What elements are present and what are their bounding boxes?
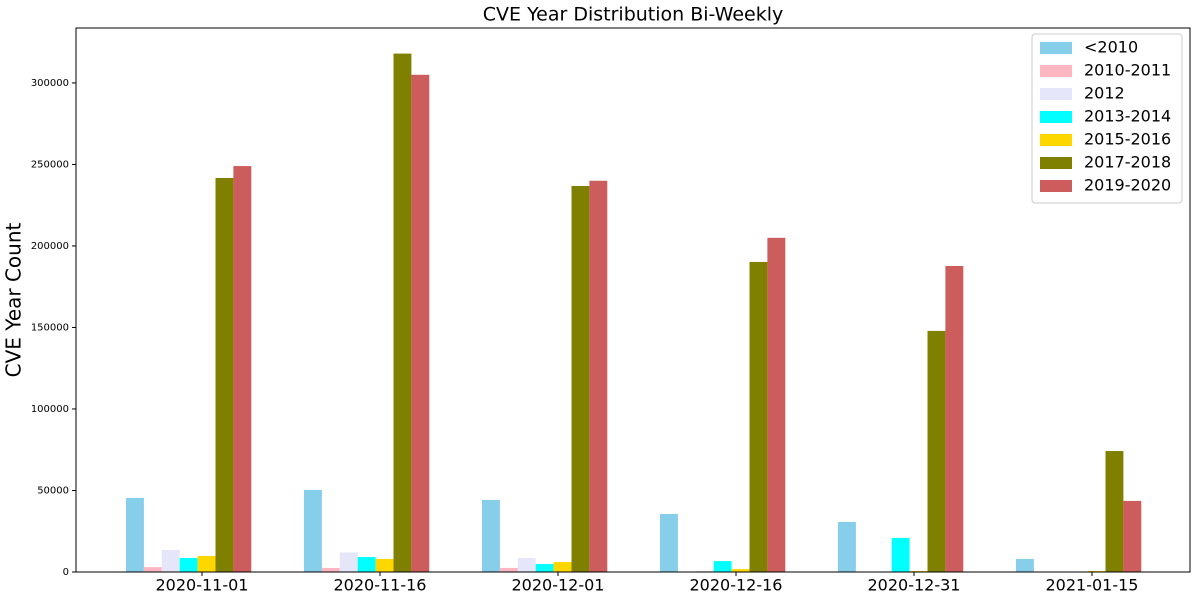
- bar: [660, 514, 678, 572]
- legend-swatch: [1040, 111, 1072, 123]
- bar: [216, 178, 234, 572]
- bar: [304, 490, 322, 572]
- bar: [411, 75, 429, 572]
- y-axis-label: CVE Year Count: [2, 222, 26, 377]
- legend-label: 2012: [1084, 84, 1125, 103]
- y-tick-label: 250000: [31, 159, 69, 170]
- bar: [500, 568, 518, 572]
- bar: [322, 568, 340, 572]
- x-tick-label: 2020-12-31: [868, 576, 961, 595]
- bar: [162, 550, 180, 572]
- bar: [180, 558, 198, 572]
- bar: [1106, 451, 1124, 572]
- bar: [536, 564, 554, 572]
- legend-swatch: [1040, 42, 1072, 54]
- bar: [394, 54, 412, 572]
- bar: [358, 557, 376, 572]
- bar: [572, 186, 590, 572]
- bar: [340, 552, 358, 572]
- legend-swatch: [1040, 180, 1072, 192]
- bar: [589, 181, 607, 572]
- legend-swatch: [1040, 88, 1072, 100]
- bar: [750, 262, 768, 572]
- chart-title: CVE Year Distribution Bi-Weekly: [483, 4, 783, 26]
- bar: [198, 556, 216, 572]
- y-tick-label: 0: [63, 567, 69, 578]
- bar: [554, 562, 572, 572]
- bar: [518, 558, 536, 572]
- legend-label: 2015-2016: [1084, 130, 1171, 149]
- bar: [838, 522, 856, 572]
- bar: [945, 266, 963, 572]
- bar: [1016, 559, 1034, 572]
- y-tick-label: 50000: [37, 485, 69, 496]
- bar: [714, 561, 732, 572]
- y-tick-label: 150000: [31, 322, 69, 333]
- bar: [482, 500, 500, 572]
- legend-label: 2019-2020: [1084, 176, 1171, 195]
- bar: [1123, 501, 1141, 572]
- bar: [126, 498, 144, 572]
- y-tick-label: 300000: [31, 78, 69, 89]
- bar: [928, 331, 946, 572]
- x-tick-label: 2020-11-01: [156, 576, 249, 595]
- bar: [892, 538, 910, 572]
- bar: [767, 238, 785, 572]
- x-tick-label: 2020-12-16: [690, 576, 783, 595]
- y-tick-label: 100000: [31, 404, 69, 415]
- legend-swatch: [1040, 157, 1072, 169]
- legend-label: 2010-2011: [1084, 61, 1171, 80]
- bar: [144, 567, 162, 572]
- legend-swatch: [1040, 65, 1072, 77]
- legend-label: <2010: [1084, 38, 1138, 57]
- bar: [376, 559, 394, 572]
- bar: [233, 166, 251, 572]
- x-tick-label: 2020-11-16: [334, 576, 427, 595]
- legend-label: 2013-2014: [1084, 107, 1171, 126]
- x-tick-label: 2021-01-15: [1046, 576, 1139, 595]
- y-tick-label: 200000: [31, 241, 69, 252]
- legend-swatch: [1040, 134, 1072, 146]
- x-tick-label: 2020-12-01: [512, 576, 605, 595]
- legend-label: 2017-2018: [1084, 153, 1171, 172]
